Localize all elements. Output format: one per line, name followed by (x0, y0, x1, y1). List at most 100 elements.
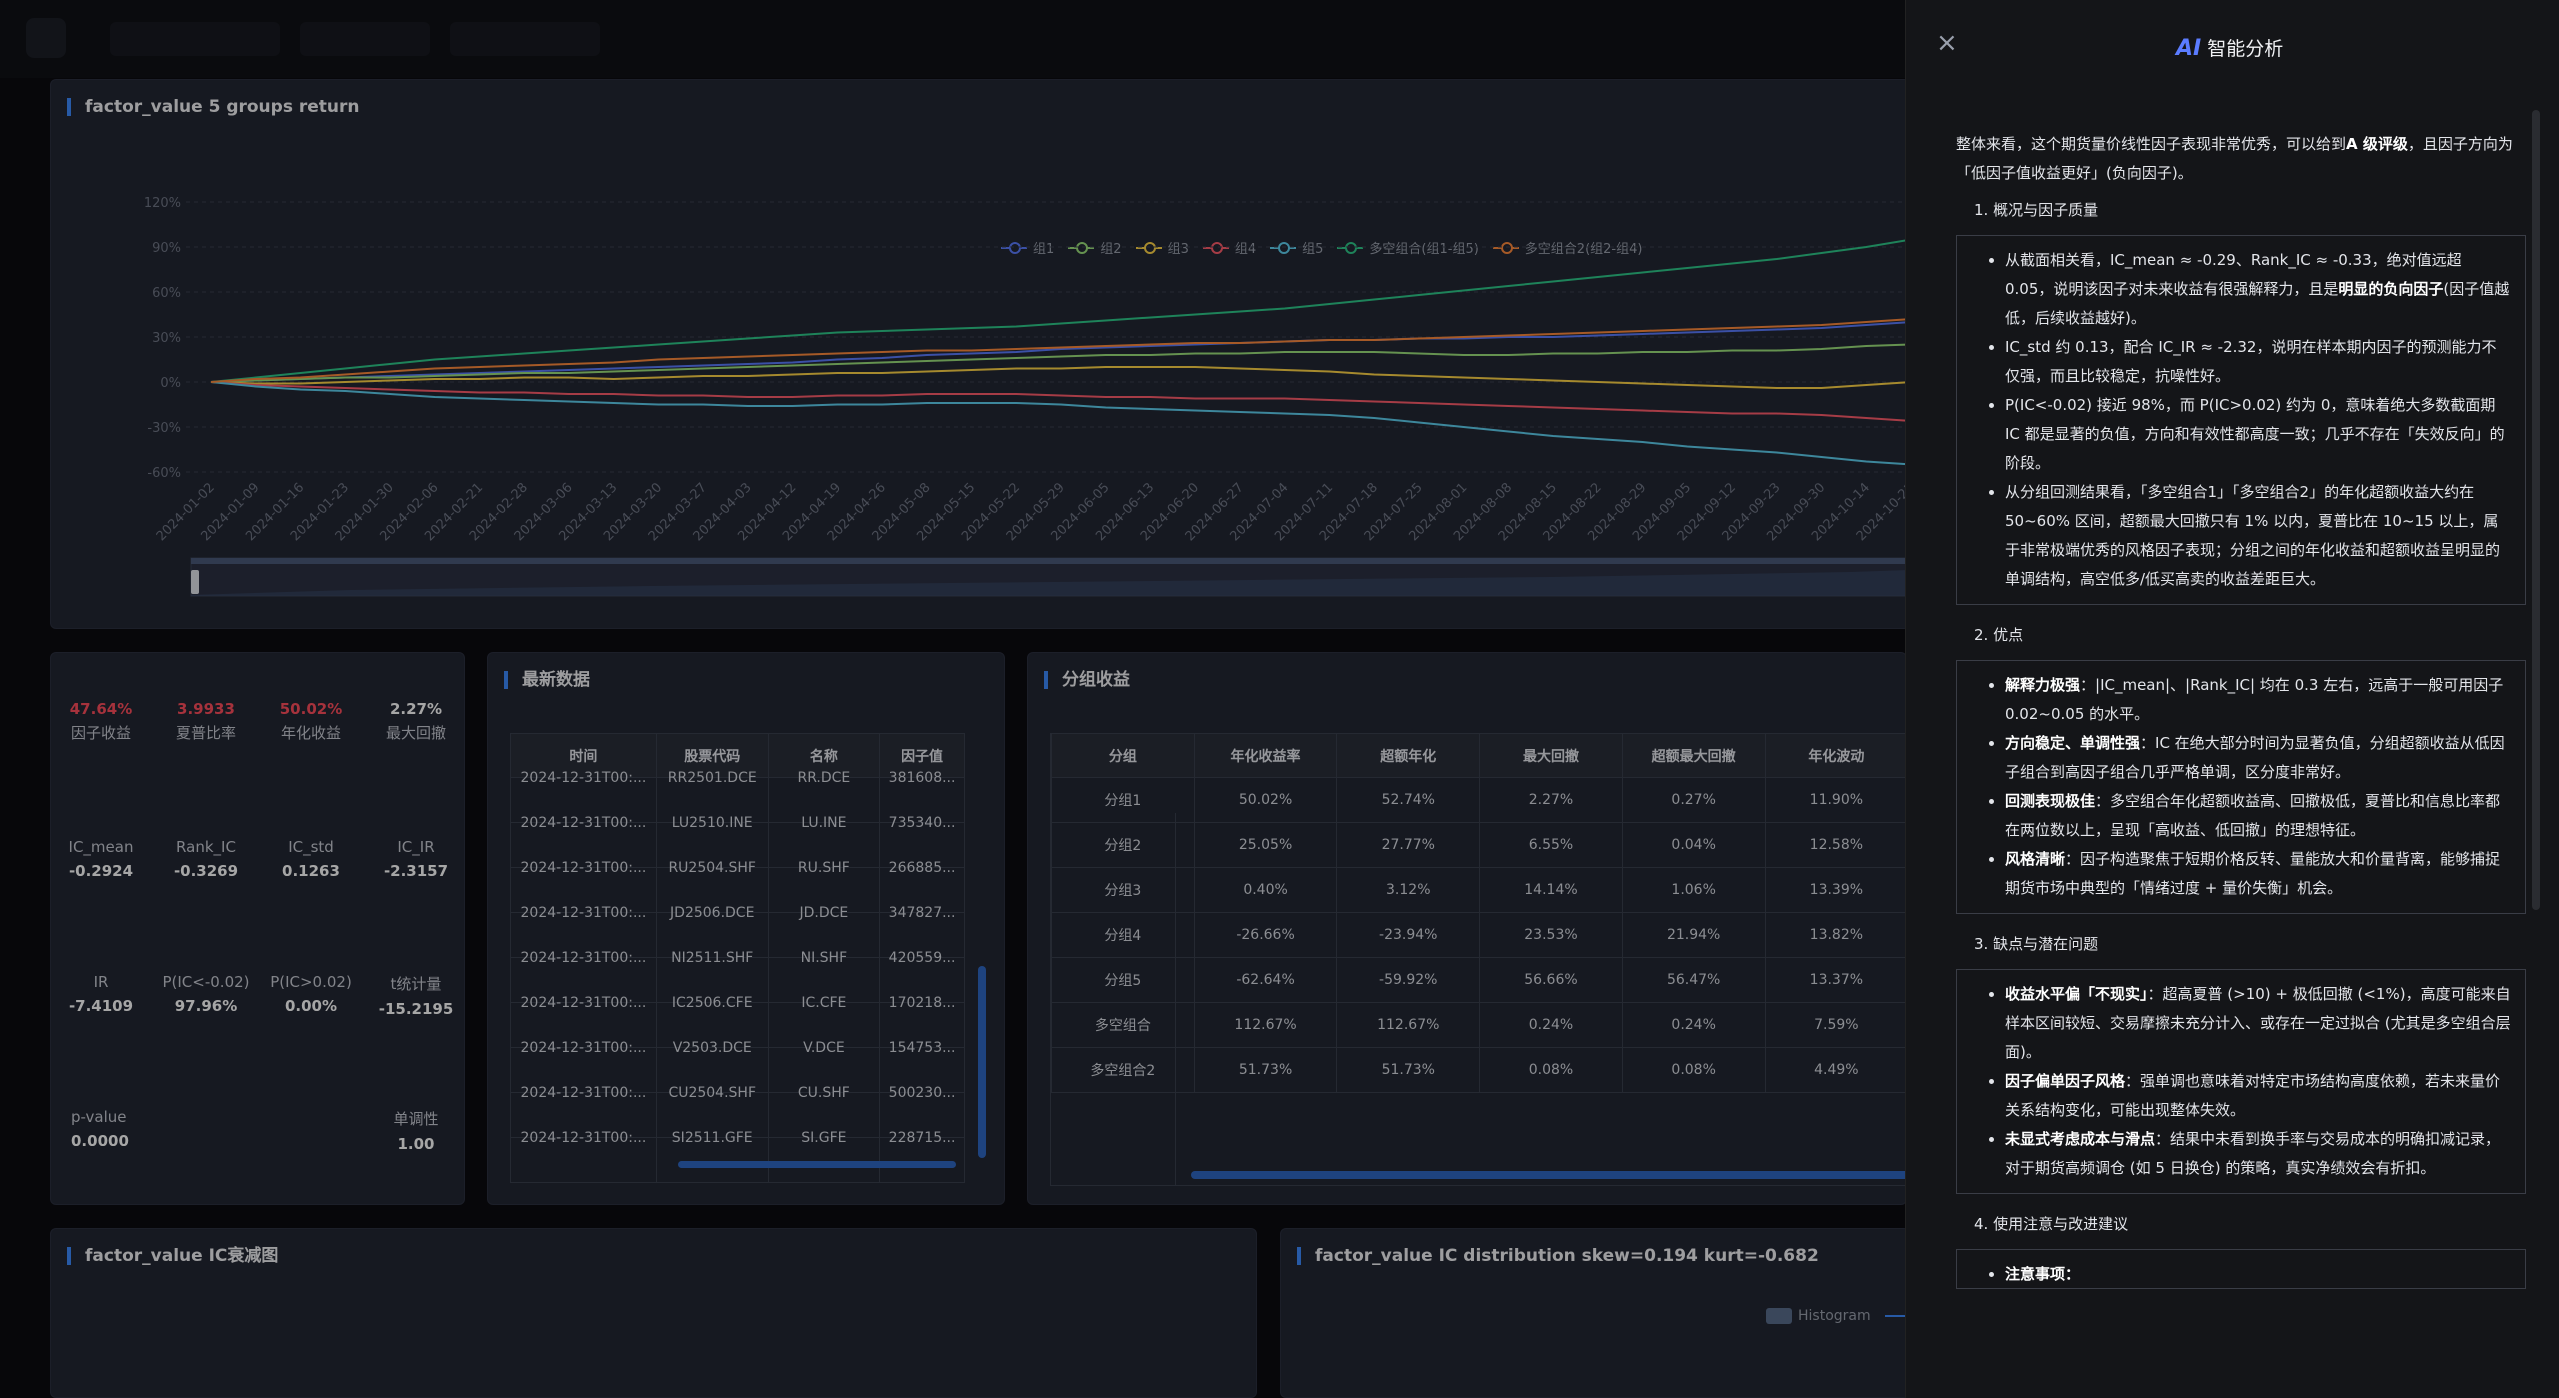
table-cell: V.DCE (767, 1025, 881, 1071)
stat-value: 50.02% (279, 700, 343, 718)
analysis-bullet: 解释力极强：|IC_mean|、|Rank_IC| 均在 0.3 左右，远高于一… (2005, 671, 2511, 729)
table-cell: 0.08% (1621, 1047, 1766, 1093)
vertical-scrollbar[interactable] (978, 966, 986, 1158)
column-header[interactable]: 超额最大回撤 (1621, 733, 1766, 778)
stat-item: 单调性 1.00 (361, 1108, 471, 1153)
stat-label: 年化收益 (280, 724, 341, 742)
column-header[interactable]: 年化波动 (1764, 733, 1908, 778)
stat-item: p-value 0.0000 (71, 1108, 181, 1150)
series-line (210, 318, 1911, 383)
table-cell: 分组4 (1051, 912, 1195, 958)
stat-label: P(IC>0.02) (270, 973, 352, 991)
table-row[interactable]: 2024-12-31T00:... CU2504.SHF CU.SHF 500230.… (510, 1070, 965, 1116)
table-cell: -26.66% (1193, 912, 1338, 958)
stat-label: IC_mean (68, 838, 134, 856)
table-cell: 分组3 (1051, 867, 1195, 913)
table-cell: 13.37% (1764, 957, 1908, 1003)
chart-legend[interactable]: 组1 组2 组3 组4 组5 多空组合(组1-组5) 多空组合2(组2-组4) (1001, 238, 1642, 257)
table-cell: 13.39% (1764, 867, 1908, 913)
group-return-table-wrap[interactable]: 分组年化收益率超额年化最大回撤超额最大回撤年化波动超额年化波动 分组150.02… (1050, 733, 1908, 1186)
table-cell: 3.12% (1336, 867, 1481, 913)
table-cell: CU2504.SHF (655, 1070, 769, 1116)
table-cell: JD.DCE (767, 890, 881, 936)
column-header[interactable]: 年化收益率 (1193, 733, 1338, 778)
table-row[interactable]: 2024-12-31T00:... JD2506.DCE JD.DCE 347827.… (510, 890, 965, 936)
table-row[interactable]: 2024-12-31T00:... IC2506.CFE IC.CFE 170218.… (510, 980, 965, 1026)
section-box: 收益水平偏「不现实」：超高夏普 (>10) + 极低回撤 (<1%)，高度可能来… (1956, 969, 2526, 1194)
stat-label: p-value (71, 1108, 127, 1126)
table-cell: 27.77% (1336, 822, 1481, 868)
top-nav-item[interactable] (450, 22, 600, 56)
stat-label: 最大回撤 (385, 724, 446, 742)
section-box: 从截面相关看，IC_mean ≈ -0.29、Rank_IC ≈ -0.33，绝… (1956, 235, 2526, 605)
table-cell: 0.24% (1479, 1002, 1623, 1048)
factor-stats-card: 47.64% 因子收益 3.9933 夏普比率 50.02% 年化收益 2.27% 最大回撤 … (50, 652, 465, 1205)
top-nav-item[interactable] (110, 22, 280, 56)
table-cell: 112.67% (1336, 1002, 1481, 1048)
horizontal-scrollbar[interactable] (1191, 1171, 1908, 1179)
table-cell: 56.66% (1479, 957, 1623, 1003)
table-row[interactable]: 分组4-26.66%-23.94%23.53%21.94%13.82%2.59% (1051, 912, 1908, 958)
zoom-preview-area (191, 570, 1911, 596)
table-cell: 266885... (879, 845, 965, 891)
histogram-legend[interactable]: Histogram (1766, 1308, 1905, 1324)
table-cell: RU.SHF (767, 845, 881, 891)
latest-data-title: 最新数据 (504, 671, 590, 689)
stat-label: P(IC<-0.02) (162, 973, 250, 991)
histogram-swatch (1766, 1308, 1792, 1324)
column-divider (1175, 813, 1176, 1185)
stat-label: Rank_IC (176, 838, 236, 856)
table-cell: LU.INE (767, 800, 881, 846)
analysis-bullet: 从截面相关看，IC_mean ≈ -0.29、Rank_IC ≈ -0.33，绝… (2005, 246, 2511, 333)
latest-data-table-wrap[interactable]: 时间 股票代码 名称 因子值 2024-12-31T00:... RR2501.DCE R… (510, 733, 990, 1186)
analysis-bullet: P(IC<-0.02) 接近 98%，而 P(IC>0.02) 约为 0，意味着… (2005, 391, 2511, 478)
table-cell: 21.94% (1621, 912, 1766, 958)
table-cell: 分组2 (1051, 822, 1195, 868)
analysis-bullet: IC_std 约 0.13，配合 IC_IR ≈ -2.32，说明在样本期内因子… (2005, 333, 2511, 391)
top-nav-item[interactable] (300, 22, 430, 56)
table-row[interactable]: 2024-12-31T00:... RU2504.SHF RU.SHF 266885.… (510, 845, 965, 891)
close-icon[interactable]: × (1936, 28, 1958, 58)
y-tick-label: -30% (147, 421, 181, 436)
stat-item: Rank_IC -0.3269 (151, 838, 261, 880)
table-cell: 0.27% (1621, 777, 1766, 823)
table-row[interactable]: 2024-12-31T00:... V2503.DCE V.DCE 154753... (510, 1025, 965, 1071)
table-row[interactable]: 2024-12-31T00:... RR2501.DCE RR.DCE 381608.… (510, 755, 965, 801)
ic-decay-card: factor_value IC衰减图 (50, 1228, 1257, 1398)
table-row[interactable]: 2024-12-31T00:... NI2511.SHF NI.SHF 420559.… (510, 935, 965, 981)
table-cell: -23.94% (1336, 912, 1481, 958)
stat-item: 2.27% 最大回撤 (361, 700, 471, 743)
group-return-table: 分组年化收益率超额年化最大回撤超额最大回撤年化波动超额年化波动 分组150.02… (1051, 733, 1908, 1093)
column-header[interactable]: 最大回撤 (1479, 733, 1623, 778)
horizontal-scrollbar[interactable] (678, 1161, 956, 1168)
table-cell: 2024-12-31T00:... (510, 935, 657, 981)
column-header[interactable]: 超额年化 (1336, 733, 1481, 778)
stat-label: IC_std (288, 838, 334, 856)
analysis-bullet: 回测表现极佳：多空组合年化超额收益高、回撤极低，夏普比和信息比率都在两位数以上，… (2005, 787, 2511, 845)
y-tick-label: 120% (144, 196, 181, 211)
legend-item[interactable]: 组2 (1068, 238, 1122, 257)
table-row[interactable]: 2024-12-31T00:... LU2510.INE LU.INE 735340.… (510, 800, 965, 846)
table-cell: 0.08% (1479, 1047, 1623, 1093)
table-cell: 1.06% (1621, 867, 1766, 913)
legend-label: 组1 (1033, 242, 1055, 257)
panel-scrollbar[interactable] (2532, 110, 2540, 910)
analysis-bullet: 未显式考虑成本与滑点：结果中未看到换手率与交易成本的明确扣减记录，对于期货高频调… (2005, 1125, 2511, 1183)
table-cell: SI.GFE (767, 1115, 881, 1161)
table-cell: NI2511.SHF (655, 935, 769, 981)
column-header[interactable]: 分组 (1051, 733, 1195, 778)
table-cell: -59.92% (1336, 957, 1481, 1003)
table-row[interactable]: 2024-12-31T00:... SI2511.GFE SI.GFE 228715.… (510, 1115, 965, 1161)
kde-legend-swatch (1884, 1315, 1905, 1317)
legend-item[interactable]: 组4 (1202, 238, 1256, 257)
table-cell: 500230... (879, 1070, 965, 1116)
stat-item: 3.9933 夏普比率 (151, 700, 261, 743)
table-cell: 2024-12-31T00:... (510, 755, 657, 801)
table-cell: 51.73% (1193, 1047, 1338, 1093)
table-row[interactable]: 分组5-62.64%-59.92%56.66%56.47%13.37%4.09% (1051, 957, 1908, 1003)
